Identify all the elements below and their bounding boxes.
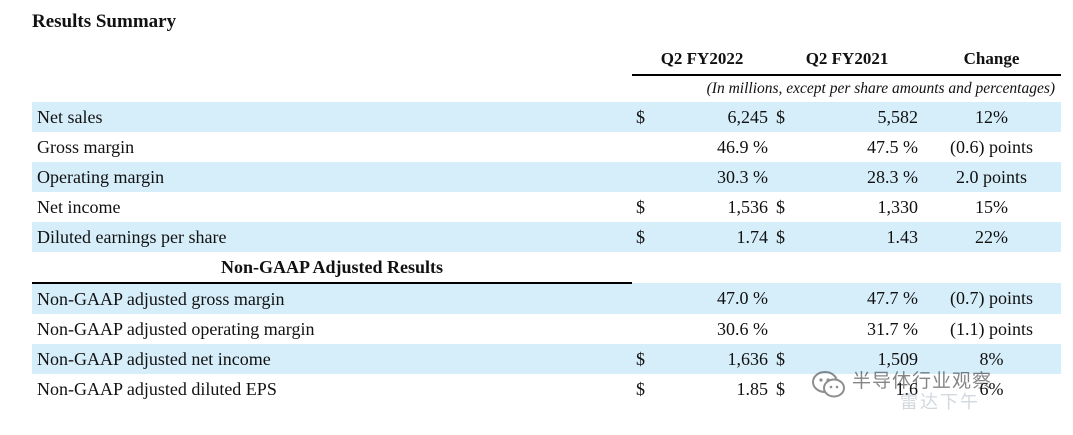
value-q2-fy2022: 30.6 %: [717, 318, 769, 339]
value-q2-fy2022: 1.74: [668, 222, 773, 252]
units-note: (In millions, except per share amounts a…: [706, 80, 1056, 97]
value-change: 15%: [975, 196, 1009, 217]
value-q2-fy2021: 47.7 %: [804, 283, 923, 314]
value-q2-fy2021: 1.43: [804, 222, 923, 252]
table-row: Non-GAAP adjusted diluted EPS $1.85 $1.6 6%: [32, 374, 1061, 404]
table-row: Net sales $6,245 $5,582 12%: [32, 102, 1062, 132]
value-q2-fy2022: 46.9 %: [717, 136, 769, 157]
value-q2-fy2021: 1,330: [877, 196, 919, 217]
currency-symbol: [632, 162, 668, 192]
row-label: Non-GAAP adjusted net income: [32, 344, 632, 374]
table-row: Net income $1,536 $1,330 15%: [32, 192, 1061, 222]
value-change: 22%: [922, 222, 1062, 252]
page-title: Results Summary: [32, 11, 177, 32]
watermark: 半导体行业观察 雷达下午: [812, 366, 1052, 413]
currency-symbol: $: [776, 378, 786, 399]
value-q2-fy2021: 47.5 %: [867, 136, 919, 157]
value-q2-fy2021: 31.7 %: [867, 318, 919, 339]
row-label: Non-GAAP adjusted gross margin: [32, 283, 632, 314]
currency-symbol: $: [636, 196, 645, 217]
value-q2-fy2022: 30.3 %: [668, 162, 773, 192]
currency-symbol: $: [772, 344, 805, 374]
currency-symbol: $: [632, 222, 668, 252]
value-change: 2.0 points: [922, 162, 1062, 192]
table-row: Non-GAAP adjusted net income $1,636 $1,509…: [32, 344, 1062, 374]
value-change: (0.7) points: [922, 283, 1062, 314]
column-header-q2-fy2021: Q2 FY2021: [772, 44, 923, 76]
row-label: Diluted earnings per share: [32, 222, 632, 252]
value-q2-fy2022: 1,536: [727, 196, 769, 217]
row-label: Non-GAAP adjusted operating margin: [37, 318, 315, 339]
currency-symbol: [772, 132, 804, 162]
watermark-text-secondary: 雷达下午: [900, 392, 980, 413]
value-q2-fy2022: 6,245: [668, 102, 773, 132]
table-row: Diluted earnings per share $1.74 $1.43 22%: [32, 222, 1062, 252]
value-change: (0.6) points: [950, 136, 1034, 157]
row-label: Operating margin: [32, 162, 632, 192]
value-q2-fy2021: 28.3 %: [804, 162, 923, 192]
currency-symbol: [632, 314, 668, 344]
value-q2-fy2021: 5,582: [804, 102, 923, 132]
column-header-change: Change: [922, 44, 1062, 76]
currency-symbol: [772, 283, 805, 314]
row-label: Net sales: [32, 102, 632, 132]
table-row: Gross margin 46.9 % 47.5 % (0.6) points: [32, 132, 1061, 162]
currency-symbol: $: [772, 102, 805, 132]
results-table: Q2 FY2022 Q2 FY2021 Change (In millions,…: [32, 44, 1062, 404]
currency-symbol: $: [776, 196, 786, 217]
currency-symbol: [772, 314, 804, 344]
value-change: 8%: [922, 344, 1062, 374]
currency-symbol: [632, 132, 668, 162]
table-row: Operating margin 30.3 % 28.3 % 2.0 points: [32, 162, 1062, 192]
value-q2-fy2021: 1,509: [804, 344, 923, 374]
row-label: Gross margin: [37, 136, 135, 157]
currency-symbol: $: [772, 222, 805, 252]
wechat-logo-icon: [812, 371, 845, 398]
row-label: Net income: [37, 196, 121, 217]
value-q2-fy2021: 1.6: [895, 378, 919, 399]
column-header-q2-fy2022: Q2 FY2022: [632, 44, 773, 76]
value-change: 12%: [922, 102, 1062, 132]
value-q2-fy2022: 47.0 %: [668, 283, 773, 314]
table-row: Non-GAAP adjusted gross margin 47.0 % 47.7…: [32, 283, 1062, 314]
watermark-text: 半导体行业观察: [852, 370, 993, 392]
table-row: Non-GAAP adjusted operating margin 30.6 %…: [32, 314, 1061, 344]
value-q2-fy2022: 1.85: [736, 378, 769, 399]
value-change: (1.1) points: [950, 318, 1034, 339]
currency-symbol: [772, 162, 805, 192]
row-label: Non-GAAP adjusted diluted EPS: [37, 378, 277, 399]
currency-symbol: $: [632, 102, 668, 132]
currency-symbol: $: [636, 378, 645, 399]
section-title-non-gaap: Non-GAAP Adjusted Results: [32, 252, 632, 284]
currency-symbol: [632, 283, 668, 314]
currency-symbol: $: [632, 344, 668, 374]
value-change: 6%: [979, 378, 1004, 399]
value-q2-fy2022: 1,636: [668, 344, 773, 374]
